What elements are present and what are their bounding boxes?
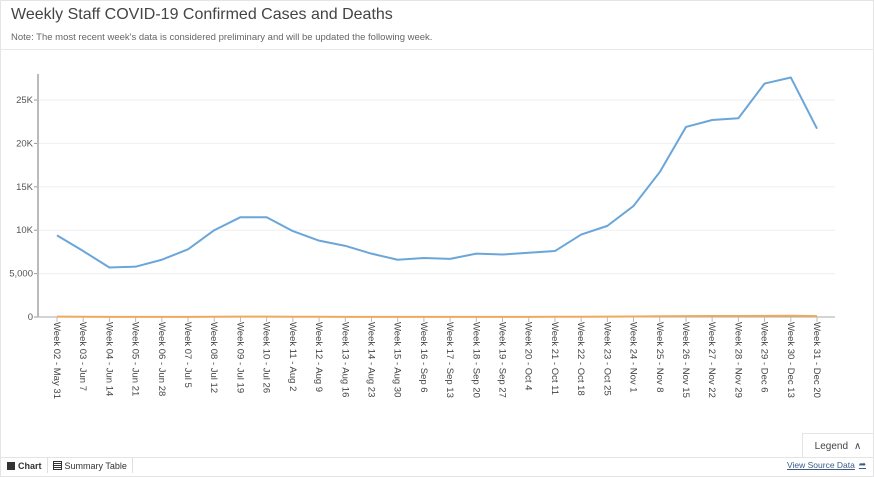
x-tick-label: Week 18 - Sep 20 <box>470 322 481 398</box>
x-tick-label: Week 25 - Nov 8 <box>654 322 665 393</box>
chart-note: Note: The most recent week's data is con… <box>11 32 433 43</box>
share-arrow-icon: ➦ <box>858 459 866 469</box>
x-tick-label: Week 19 - Sep 27 <box>497 322 508 398</box>
x-tick-label: Week 17 - Sep 13 <box>444 322 455 398</box>
page-title: Weekly Staff COVID-19 Confirmed Cases an… <box>11 6 393 23</box>
divider <box>0 49 874 50</box>
legend-label: Legend <box>814 440 849 452</box>
series-line-confirmed-cases <box>56 76 818 269</box>
x-tick-label: Week 31 - Dec 20 <box>811 322 822 398</box>
view-source-data-link[interactable]: View Source Data ➦ <box>787 459 866 470</box>
y-tick-label: 15K <box>16 182 34 193</box>
view-tabs: Chart Summary Table <box>2 458 133 473</box>
tab-summary-table-label: Summary Table <box>64 460 127 471</box>
x-tick-label: Week 11 - Aug 2 <box>287 322 298 391</box>
x-tick-label: Week 03 - Jun 7 <box>77 322 88 391</box>
y-tick-label: 25K <box>16 95 34 106</box>
y-tick-label: 10K <box>16 225 34 236</box>
x-tick-label: Week 24 - Nov 1 <box>628 322 639 393</box>
tab-chart[interactable]: Chart <box>2 458 48 473</box>
table-icon <box>52 461 62 470</box>
x-tick-label: Week 13 - Aug 16 <box>339 322 350 397</box>
x-tick-label: Week 10 - Jul 26 <box>261 322 272 393</box>
divider <box>0 457 874 458</box>
x-tick-label: Week 22 - Oct 18 <box>575 322 586 396</box>
x-tick-label: Week 05 - Jun 21 <box>130 322 141 396</box>
line-chart: 0 5,000 10K 15K 20K 25K Week 02 - May 31 Week 0… <box>9 74 835 399</box>
view-source-data-label: View Source Data <box>786 459 855 470</box>
tab-summary-table[interactable]: Summary Table <box>48 458 133 473</box>
x-tick-label: Week 30 - Dec 13 <box>785 322 796 398</box>
x-tick-label: Week 16 - Sep 6 <box>418 322 429 393</box>
x-tick-label: Week 15 - Aug 30 <box>392 322 403 397</box>
legend-toggle[interactable]: Legend ∧ <box>802 433 874 458</box>
tab-chart-label: Chart <box>18 460 42 471</box>
x-tick-label: Week 27 - Nov 22 <box>706 322 717 398</box>
series-line-deaths <box>56 314 818 318</box>
x-tick-label: Week 07 - Jul 5 <box>182 322 193 388</box>
x-tick-label: Week 08 - Jul 12 <box>208 322 219 393</box>
bar-chart-icon <box>7 461 15 470</box>
chevron-up-icon: ∧ <box>854 440 862 452</box>
x-tick-label: Week 28 - Nov 29 <box>732 322 743 398</box>
x-tick-label: Week 26 - Nov 15 <box>680 322 691 398</box>
x-tick-label: Week 14 - Aug 23 <box>365 322 376 397</box>
y-tick-label: 20K <box>16 138 34 149</box>
x-tick-label: Week 12 - Aug 9 <box>313 322 324 392</box>
y-tick-label: 0 <box>28 312 33 323</box>
y-tick-label: 5,000 <box>9 269 33 280</box>
x-tick-label: Week 02 - May 31 <box>51 322 62 399</box>
x-tick-label: Week 29 - Dec 6 <box>759 322 770 393</box>
x-tick-label: Week 21 - Oct 11 <box>549 322 560 395</box>
x-tick-label: Week 23 - Oct 25 <box>601 322 612 396</box>
x-tick-label: Week 04 - Jun 14 <box>103 322 114 396</box>
x-tick-label: Week 06 - Jun 28 <box>156 322 167 396</box>
x-tick-label: Week 09 - Jul 19 <box>234 322 245 393</box>
x-tick-label: Week 20 - Oct 4 <box>523 322 534 390</box>
